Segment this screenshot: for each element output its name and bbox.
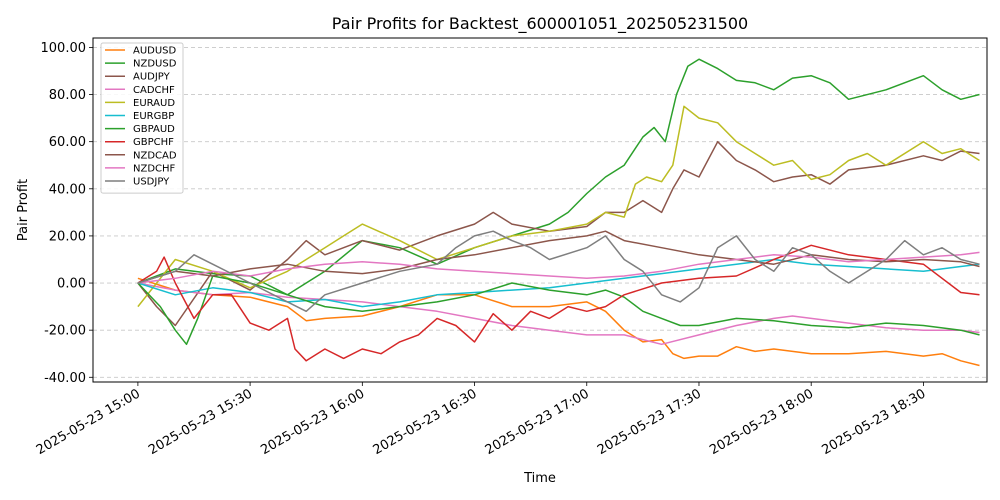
y-axis-label: Pair Profit [16, 179, 31, 241]
series-line-cadchf [137, 282, 980, 346]
legend: AUDUSD NZDUSD AUDJPY CADCHF EURAUD EURGBP GBPA… [100, 42, 184, 194]
legend-label-euraud: EURAUD [133, 98, 175, 109]
series-line-audjpy [137, 140, 980, 327]
series-line-audusd [137, 277, 980, 367]
y-tick-label: 0.00 [57, 277, 86, 292]
legend-label-gbpchf: GBPCHF [133, 137, 174, 148]
plot-area-frame [92, 37, 988, 383]
y-tick-label: 80.00 [49, 88, 86, 103]
series-lines [137, 58, 980, 367]
y-tick-label: -40.00 [44, 371, 86, 386]
series-line-nzdcad [137, 230, 980, 284]
series-line-euraud [137, 105, 980, 308]
y-tick-label: 20.00 [49, 229, 86, 244]
y-tick-label: 40.00 [49, 182, 86, 197]
legend-box [100, 42, 184, 194]
legend-label-nzdusd: NZDUSD [133, 59, 177, 70]
y-tick-label: 100.00 [41, 41, 87, 56]
series-line-usdjpy [137, 230, 980, 313]
legend-label-usdjpy: USDJPY [133, 177, 170, 188]
legend-label-audusd: AUDUSD [133, 46, 177, 57]
series-line-eurgbp [137, 258, 980, 308]
series-line-nzdusd [137, 58, 980, 296]
x-axis-label: Time [523, 471, 556, 486]
series-line-gbpaud [137, 275, 980, 346]
legend-label-audjpy: AUDJPY [133, 72, 171, 83]
series-line-nzdchf [137, 251, 980, 284]
y-tick-label: -20.00 [44, 324, 86, 339]
legend-label-eurgbp: EURGBP [133, 111, 174, 122]
series-line-gbpchf [137, 244, 980, 362]
y-tick-label: 60.00 [49, 135, 86, 150]
chart-title: Pair Profits for Backtest_600001051_2025… [332, 14, 748, 34]
legend-label-cadchf: CADCHF [133, 85, 175, 96]
y-axis-ticks: -40.00 -20.00 0.00 20.00 40.00 60.00 80.00 100.… [41, 41, 93, 386]
legend-label-nzdcad: NZDCAD [133, 150, 177, 161]
legend-label-gbpaud: GBPAUD [133, 124, 175, 135]
legend-label-nzdchf: NZDCHF [133, 163, 176, 174]
grid-lines [93, 47, 987, 378]
